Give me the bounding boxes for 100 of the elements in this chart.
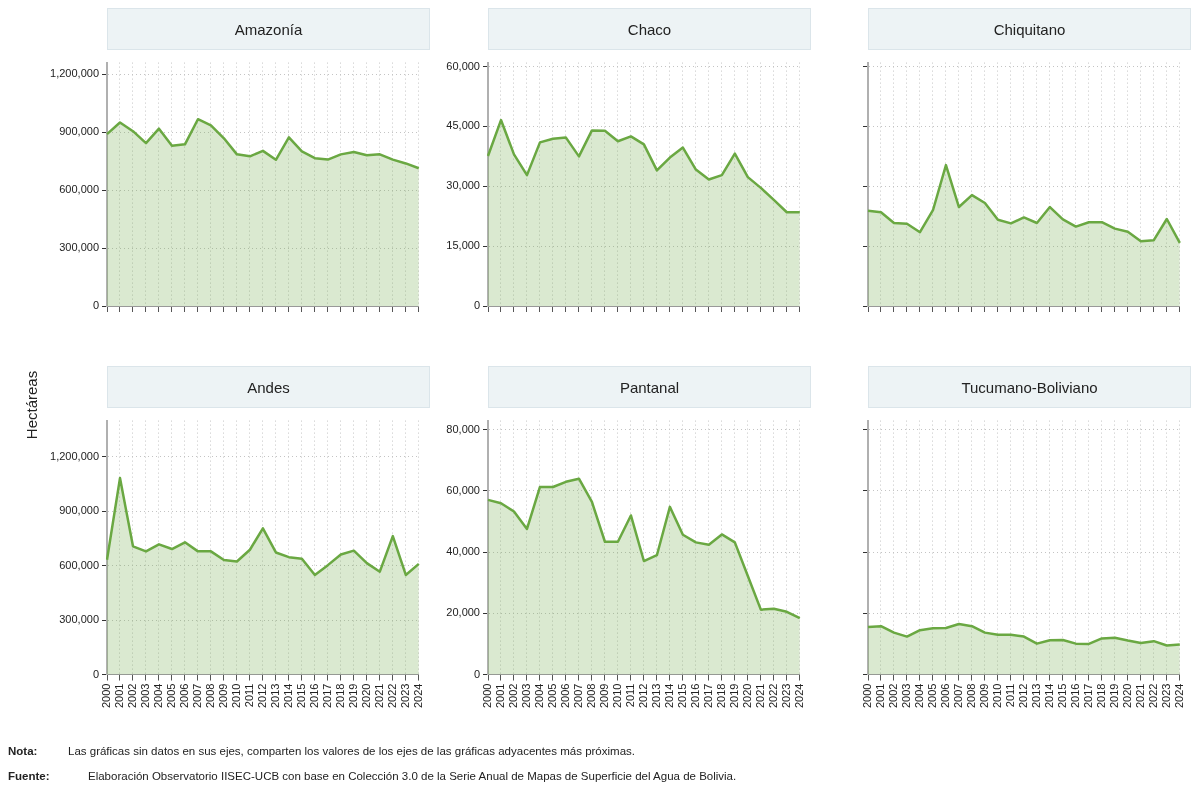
- x-tick-label: 2005: [164, 683, 177, 709]
- y-tick-label: 40,000: [446, 545, 480, 558]
- x-tick-label: 2014: [1042, 683, 1055, 709]
- x-tick-label: 2001: [874, 683, 887, 709]
- x-tick-label: 2005: [545, 683, 558, 709]
- x-tick-label: 2000: [861, 683, 874, 709]
- y-tick-label: 600,000: [59, 183, 99, 196]
- x-tick-label: 2013: [268, 683, 281, 709]
- x-tick-label: 2001: [113, 683, 126, 709]
- text: Fuente: Elaboración Observatorio IISEC-UCB con base en Colección 3.0 de la Serie Anual de Mapas de Superficie del Agua de Bolivia.: [8, 770, 737, 782]
- x-tick-label: 2002: [126, 683, 139, 709]
- x-tick-label: 2010: [610, 683, 623, 709]
- x-tick-label: 2010: [990, 683, 1003, 709]
- x-tick-label: 2021: [753, 683, 766, 709]
- x-tick-label: 2003: [520, 683, 533, 709]
- y-tick-label: 30,000: [446, 179, 480, 192]
- x-tick-label: 2024: [792, 683, 805, 709]
- x-tick-label: 2021: [372, 683, 385, 709]
- y-tick-label: 900,000: [59, 125, 99, 138]
- x-tick-label: 2013: [649, 683, 662, 709]
- x-tick-label: 2014: [662, 683, 675, 709]
- y-tick-label: 60,000: [446, 59, 480, 72]
- x-tick-label: 2004: [913, 683, 925, 709]
- y-tick-label: 80,000: [446, 422, 480, 435]
- y-tick-label: 1,200,000: [50, 449, 99, 462]
- x-tick-label: 2007: [571, 683, 584, 709]
- x-tick-label: 2013: [1029, 683, 1042, 709]
- y-tick-label: 0: [92, 299, 99, 312]
- x-tick-label: 2022: [1146, 683, 1159, 709]
- x-tick-label: 2015: [294, 683, 307, 709]
- y-tick-label: 300,000: [59, 613, 99, 626]
- x-tick-label: 2002: [887, 683, 900, 709]
- y-tick-label: 0: [473, 299, 480, 312]
- x-tick-label: 2020: [740, 683, 753, 709]
- x-tick-label: 2017: [701, 683, 714, 709]
- x-tick-label: 2007: [190, 683, 203, 709]
- x-tick-label: 2016: [688, 683, 701, 709]
- y-tick-label: 600,000: [59, 558, 99, 571]
- x-tick-label: 2000: [481, 683, 494, 709]
- x-tick-label: 2018: [333, 683, 346, 709]
- x-tick-label: 2003: [900, 683, 913, 709]
- x-tick-label: 2008: [203, 683, 216, 709]
- x-tick-label: 2018: [714, 683, 727, 709]
- x-tick-label: 2022: [766, 683, 779, 709]
- x-tick-label: 2023: [779, 683, 792, 709]
- x-tick-label: 2017: [1081, 683, 1094, 709]
- x-tick-label: 2006: [558, 683, 571, 709]
- y-tick-label: 60,000: [446, 484, 480, 496]
- x-tick-label: 2007: [951, 683, 964, 709]
- x-tick-label: 2001: [494, 683, 507, 709]
- x-tick-label: 2024: [411, 683, 424, 709]
- x-tick-label: 2005: [925, 683, 938, 709]
- x-tick-label: 2015: [675, 683, 688, 709]
- x-tick-label: 2019: [1107, 683, 1120, 709]
- x-tick-label: 2000: [100, 683, 113, 709]
- x-tick-label: 2023: [1159, 683, 1172, 709]
- x-tick-label: 2011: [242, 683, 255, 708]
- x-tick-label: 2024: [1172, 683, 1185, 709]
- y-tick-label: 300,000: [59, 241, 99, 254]
- x-tick-label: 2003: [139, 683, 152, 709]
- x-tick-label: 2006: [177, 683, 190, 709]
- x-tick-label: 2009: [216, 683, 229, 709]
- x-tick-label: 2016: [307, 683, 320, 709]
- x-tick-label: 2004: [152, 683, 164, 709]
- x-tick-label: 2008: [964, 683, 977, 709]
- chart-title: Andes: [107, 366, 430, 408]
- y-tick-label: 1,200,000: [50, 67, 99, 80]
- y-tick-label: 15,000: [446, 239, 480, 252]
- chart-title: Amazonía: [107, 8, 430, 50]
- chart-title: Chiquitano: [868, 8, 1191, 50]
- x-tick-label: 2020: [1120, 683, 1133, 709]
- x-tick-label: 2022: [385, 683, 398, 709]
- x-tick-label: 2011: [623, 683, 636, 708]
- x-tick-label: 2019: [346, 683, 359, 709]
- x-tick-label: 2019: [727, 683, 740, 709]
- y-tick-label: 20,000: [446, 606, 480, 619]
- chart-title: Pantanal: [488, 366, 811, 408]
- x-tick-label: 2018: [1094, 683, 1107, 709]
- x-tick-label: 2006: [938, 683, 951, 709]
- text: Nota: Las gráficas sin datos en sus ejes, comparten los valores de los ejes de las gráficas adyacentes más próximas.: [8, 745, 635, 757]
- x-tick-label: 2017: [320, 683, 333, 709]
- y-tick-label: 0: [473, 667, 480, 680]
- x-tick-label: 2012: [636, 683, 649, 709]
- x-tick-label: 2015: [1055, 683, 1068, 709]
- y-axis-title: Hectáreas: [22, 370, 40, 440]
- x-tick-label: 2011: [1003, 683, 1016, 708]
- x-tick-label: 2009: [597, 683, 610, 709]
- x-tick-label: 2010: [229, 683, 242, 709]
- chart-title: Chaco: [488, 8, 811, 50]
- x-tick-label: 2021: [1133, 683, 1146, 709]
- x-tick-label: 2008: [584, 683, 597, 709]
- y-tick-label: 900,000: [59, 504, 99, 517]
- x-tick-label: 2004: [533, 683, 545, 709]
- x-tick-label: 2016: [1068, 683, 1081, 709]
- y-tick-label: 45,000: [446, 119, 480, 132]
- x-tick-label: 2002: [507, 683, 520, 709]
- y-tick-label: 0: [92, 667, 99, 680]
- chart-title: Tucumano-Boliviano: [868, 366, 1191, 408]
- x-tick-label: 2020: [359, 683, 372, 709]
- x-tick-label: 2012: [1016, 683, 1029, 709]
